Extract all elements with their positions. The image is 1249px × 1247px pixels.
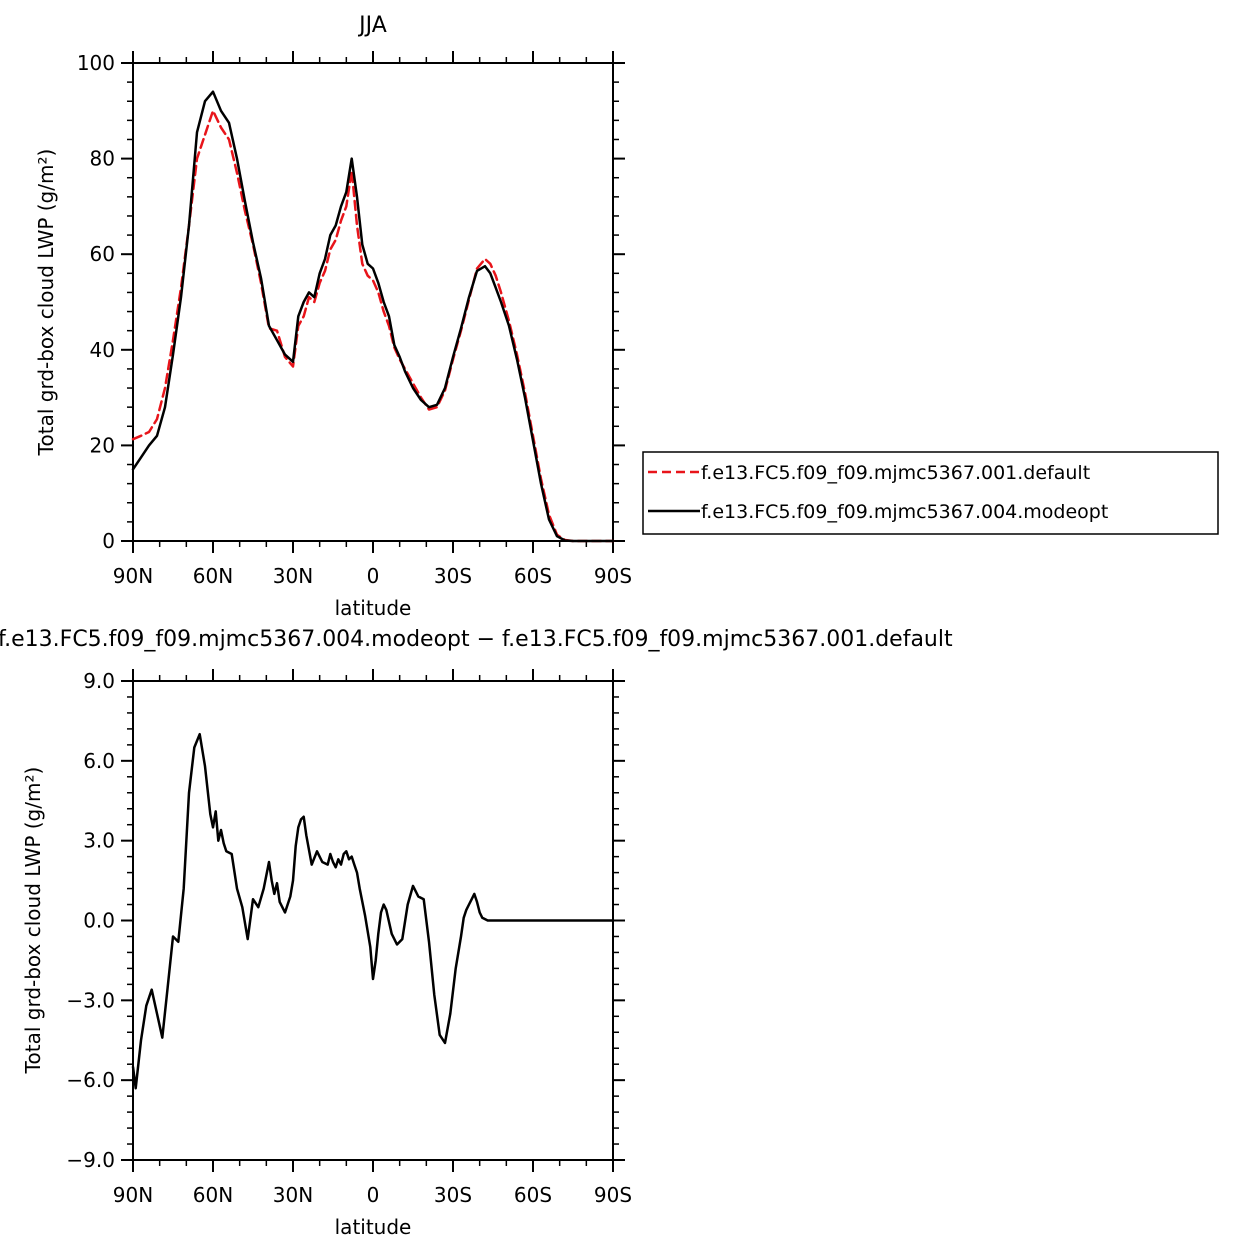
bottom-series-line-0 <box>131 732 615 1090</box>
bottom-x-tick-label: 90S <box>594 1183 632 1207</box>
bottom-x-axis-label: latitude <box>335 1215 412 1239</box>
legend: f.e13.FC5.f09_f09.mjmc5367.001.default f… <box>642 451 1219 535</box>
top-x-tick-label: 30N <box>273 564 313 588</box>
top-x-axis-label: latitude <box>335 596 412 620</box>
bottom-y-tick-label: −6.0 <box>66 1068 115 1092</box>
bottom-x-tick-label: 30S <box>434 1183 472 1207</box>
bottom-y-tick-label: 3.0 <box>83 829 115 853</box>
top-x-tick-label: 30S <box>434 564 472 588</box>
top-y-tick-label: 0 <box>102 529 115 553</box>
top-y-tick-label: 40 <box>90 338 115 362</box>
top-plot-area: 90N 60N 30N 0 30S 60S 90S 0 20 40 60 80 100 <box>77 51 632 588</box>
bottom-plot-area: 90N 60N 30N 0 30S 60S 90S −9.0 −6.0 −3.0 0.0 3.0 6.0… <box>66 669 632 1207</box>
top-x-tick-label: 0 <box>367 564 380 588</box>
bottom-x-tick-label: 30N <box>273 1183 313 1207</box>
top-panel-title: JJA <box>357 13 387 38</box>
bottom-y-tick-label: 0.0 <box>83 909 115 933</box>
top-panel: JJA latitude Total grd-box cloud LWP (g/… <box>34 13 632 620</box>
top-y-tick-label: 80 <box>90 147 115 171</box>
bottom-y-tick-label: 9.0 <box>83 669 115 693</box>
bottom-x-tick-label: 60N <box>193 1183 233 1207</box>
bottom-y-tick-label: −3.0 <box>66 988 115 1012</box>
top-y-tick-label: 20 <box>90 433 115 457</box>
top-x-tick-label: 90S <box>594 564 632 588</box>
top-x-tick-label: 60S <box>514 564 552 588</box>
bottom-x-tick-label: 0 <box>367 1183 380 1207</box>
top-y-tick-label: 60 <box>90 242 115 266</box>
bottom-y-axis-label: Total grd-box cloud LWP (g/m²) <box>21 767 45 1075</box>
legend-label-default: f.e13.FC5.f09_f09.mjmc5367.001.default <box>701 462 1090 484</box>
legend-box <box>642 451 1219 535</box>
top-y-tick-label: 100 <box>77 51 115 75</box>
bottom-x-tick-label: 60S <box>514 1183 552 1207</box>
bottom-x-tick-label: 90N <box>113 1183 153 1207</box>
bottom-y-tick-label: 6.0 <box>83 749 115 773</box>
top-x-tick-label: 60N <box>193 564 233 588</box>
bottom-y-tick-label: −9.0 <box>66 1148 115 1172</box>
legend-label-modeopt: f.e13.FC5.f09_f09.mjmc5367.004.modeopt <box>701 501 1108 523</box>
bottom-panel: f.e13.FC5.f09_f09.mjmc5367.004.modeopt −… <box>0 627 953 1239</box>
bottom-panel-title: f.e13.FC5.f09_f09.mjmc5367.004.modeopt −… <box>0 627 953 652</box>
top-series-line-1 <box>131 90 615 543</box>
top-x-tick-label: 90N <box>113 564 153 588</box>
top-y-axis-label: Total grd-box cloud LWP (g/m²) <box>34 149 58 457</box>
